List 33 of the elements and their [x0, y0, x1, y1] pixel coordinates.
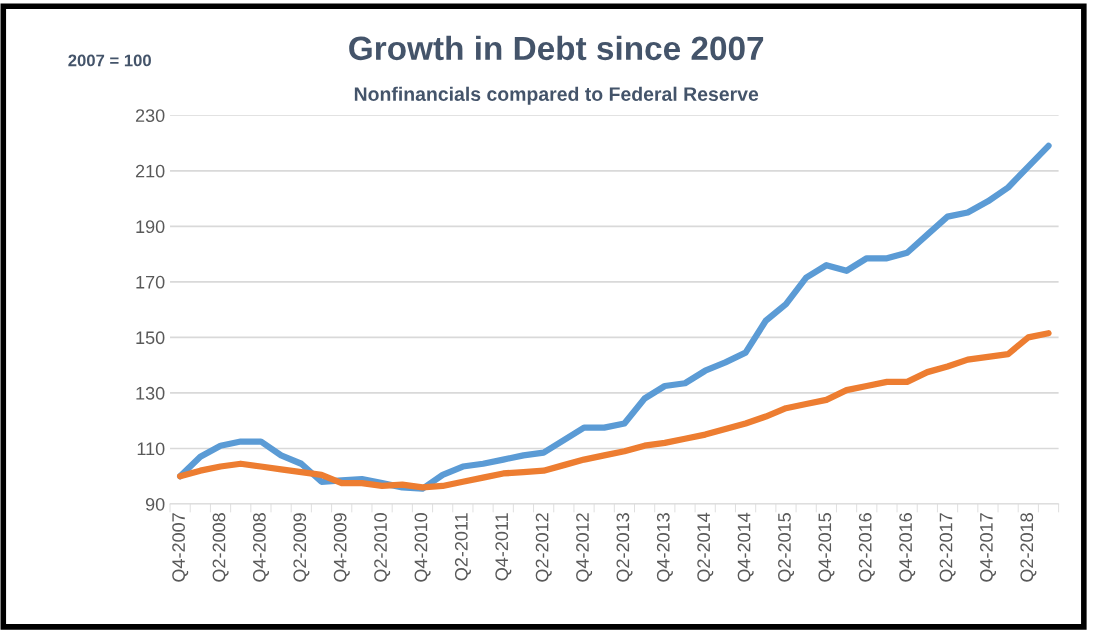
x-tick-label: Q4-2011: [495, 513, 512, 581]
x-tick-label: Q4-2008: [252, 513, 269, 582]
x-tick-label: Q4-2014: [737, 512, 754, 582]
x-tick-label: Q2-2014: [697, 512, 714, 582]
x-tick-label: Q2-2010: [374, 513, 391, 582]
x-tick-label: Q4-2010: [414, 513, 431, 582]
x-tick-label: Q2-2009: [293, 513, 310, 582]
y-tick-label: 110: [137, 442, 165, 456]
x-tick-label: Q4-2016: [899, 513, 916, 582]
x-tick-label: Q4-2007: [172, 513, 189, 582]
chart-subtitle: Nonfinancials compared to Federal Reserve: [354, 86, 759, 105]
y-tick-label: 230: [135, 109, 165, 123]
y-axis-title: 2007 = 100: [68, 54, 151, 67]
x-tick-label: Q4-2017: [979, 513, 996, 582]
x-tick-label: Q2-2015: [778, 513, 795, 582]
chart-title: Growth in Debt since 2007: [349, 35, 764, 61]
x-tick-label: Q2-2011: [454, 513, 471, 581]
x-tick-label: Q2-2008: [212, 513, 229, 582]
x-tick-label: Q2-2013: [616, 513, 633, 582]
y-tick-label: 90: [145, 497, 165, 511]
x-tick-label: Q4-2015: [818, 513, 835, 582]
x-tick-label: Q2-2016: [858, 513, 875, 582]
x-tick-label: Q4-2013: [656, 513, 673, 582]
y-tick-label: 190: [136, 220, 165, 234]
y-tick-label: 130: [136, 386, 165, 400]
x-tick-label: Q2-2012: [535, 513, 552, 582]
y-tick-label: 150: [136, 331, 165, 345]
x-tick-label: Q2-2017: [939, 513, 956, 582]
x-tick-label: Q4-2012: [576, 513, 593, 582]
x-tick-label: Q4-2009: [333, 513, 350, 582]
y-tick-label: 170: [136, 275, 165, 289]
y-tick-label: 210: [135, 164, 165, 178]
x-tick-label: Q2-2018: [1020, 513, 1037, 582]
